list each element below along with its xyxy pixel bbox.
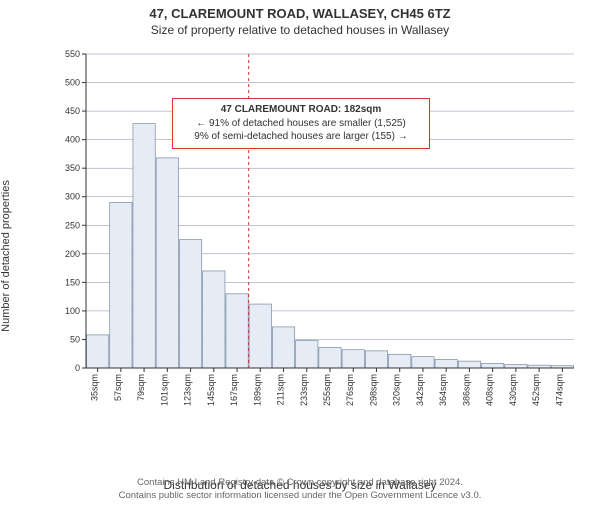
svg-text:57sqm: 57sqm [113, 374, 123, 401]
svg-text:200: 200 [65, 249, 80, 259]
svg-text:0: 0 [75, 363, 80, 373]
svg-text:350: 350 [65, 163, 80, 173]
y-axis-label: Number of detached properties [0, 180, 12, 332]
svg-text:250: 250 [65, 220, 80, 230]
svg-text:276sqm: 276sqm [345, 374, 355, 406]
svg-text:408sqm: 408sqm [485, 374, 495, 406]
callout-line-1: 47 CLAREMOUNT ROAD: 182sqm [179, 103, 423, 117]
svg-text:35sqm: 35sqm [90, 374, 100, 401]
svg-text:430sqm: 430sqm [508, 374, 518, 406]
svg-text:167sqm: 167sqm [229, 374, 239, 406]
svg-text:255sqm: 255sqm [322, 374, 332, 406]
callout-box: 47 CLAREMOUNT ROAD: 182sqm ← 91% of deta… [172, 98, 430, 149]
svg-text:211sqm: 211sqm [276, 374, 286, 405]
svg-text:100: 100 [65, 306, 80, 316]
callout-line-2: ← 91% of detached houses are smaller (1,… [179, 117, 423, 131]
svg-text:342sqm: 342sqm [415, 374, 425, 406]
svg-text:189sqm: 189sqm [252, 374, 262, 406]
svg-text:298sqm: 298sqm [368, 374, 378, 406]
footer-attribution: Contains HM Land Registry data © Crown c… [0, 475, 600, 506]
title-sub: Size of property relative to detached ho… [0, 23, 600, 37]
svg-text:79sqm: 79sqm [136, 374, 146, 401]
title-main: 47, CLAREMOUNT ROAD, WALLASEY, CH45 6TZ [0, 6, 600, 21]
svg-text:474sqm: 474sqm [554, 374, 564, 406]
footer-line-1: Contains HM Land Registry data © Crown c… [6, 477, 594, 489]
svg-text:123sqm: 123sqm [183, 374, 193, 406]
svg-text:233sqm: 233sqm [299, 374, 309, 406]
svg-text:400: 400 [65, 135, 80, 145]
svg-text:386sqm: 386sqm [461, 374, 471, 406]
svg-text:452sqm: 452sqm [531, 374, 541, 406]
callout-line-3: 9% of semi-detached houses are larger (1… [179, 130, 423, 144]
svg-text:300: 300 [65, 192, 80, 202]
svg-text:145sqm: 145sqm [206, 374, 216, 406]
chart-area: 0 50 100 150 200 250 300 350 400 450 500 550 35sqm 57… [56, 48, 580, 418]
svg-text:500: 500 [65, 78, 80, 88]
svg-text:320sqm: 320sqm [392, 374, 402, 406]
svg-text:101sqm: 101sqm [159, 374, 169, 406]
footer-line-2: Contains public sector information licen… [6, 490, 594, 502]
svg-text:550: 550 [65, 49, 80, 59]
svg-text:50: 50 [70, 334, 80, 344]
svg-text:364sqm: 364sqm [438, 374, 448, 406]
svg-text:450: 450 [65, 106, 80, 116]
svg-text:150: 150 [65, 277, 80, 287]
